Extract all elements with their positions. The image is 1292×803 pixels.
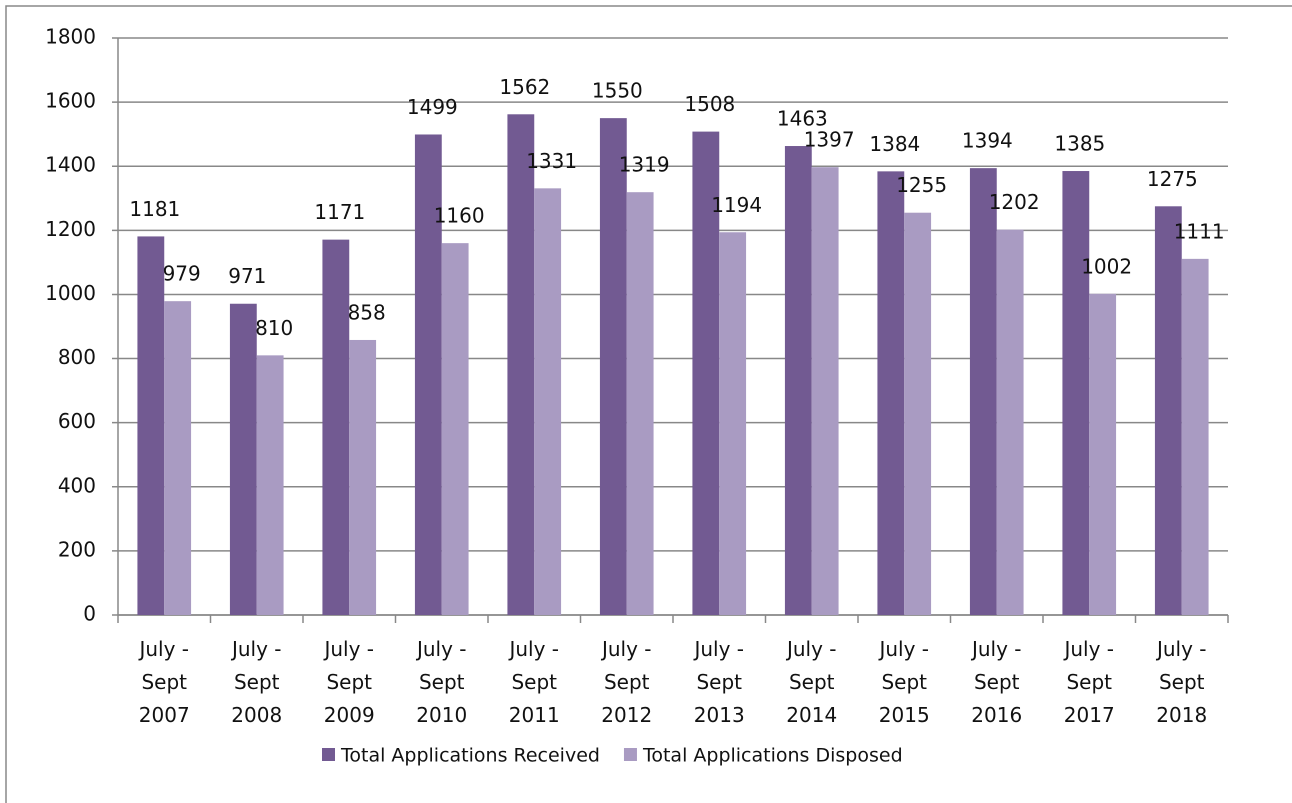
bar xyxy=(1154,206,1182,615)
bar xyxy=(1062,171,1090,615)
data-label: 1508 xyxy=(684,92,735,116)
data-label: 1194 xyxy=(711,193,762,217)
bar xyxy=(996,229,1024,616)
data-label: 1275 xyxy=(1147,167,1198,191)
bar xyxy=(904,212,932,616)
legend-label: Total Applications Received xyxy=(340,745,600,767)
bar xyxy=(784,146,812,615)
legend-swatch xyxy=(322,748,335,761)
bar xyxy=(137,236,165,615)
data-label: 1550 xyxy=(592,79,643,103)
bar xyxy=(599,118,627,615)
bar xyxy=(229,303,257,615)
data-label: 1331 xyxy=(526,149,577,173)
bar xyxy=(256,355,284,615)
data-label: 1499 xyxy=(407,95,458,119)
data-label: 1255 xyxy=(896,173,947,197)
bar xyxy=(414,134,442,615)
legend-label: Total Applications Disposed xyxy=(642,745,903,767)
x-tick-label: July - Sept 2011 xyxy=(508,637,560,727)
y-tick-label: 1400 xyxy=(45,153,96,177)
data-label: 1002 xyxy=(1081,254,1132,278)
data-label: 971 xyxy=(228,264,266,288)
x-tick-label: July - Sept 2018 xyxy=(1156,637,1208,727)
legend-swatch xyxy=(623,748,637,761)
bar xyxy=(322,239,350,615)
data-label: 1160 xyxy=(434,204,485,228)
data-label: 810 xyxy=(255,316,293,340)
x-tick-label: July - Sept 2013 xyxy=(693,637,745,727)
x-tick-label: July - Sept 2016 xyxy=(971,637,1023,727)
data-label: 1562 xyxy=(499,75,550,99)
y-tick-label: 400 xyxy=(58,473,96,497)
x-tick-label: July - Sept 2009 xyxy=(323,637,375,727)
data-label: 1385 xyxy=(1054,132,1105,156)
y-tick-label: 1200 xyxy=(45,217,96,241)
x-tick-label: July - Sept 2012 xyxy=(601,637,653,727)
x-tick-label: July - Sept 2008 xyxy=(231,637,283,727)
bar xyxy=(507,114,535,615)
y-tick-label: 0 xyxy=(83,602,96,626)
bar xyxy=(811,167,839,615)
y-tick-label: 1000 xyxy=(45,281,96,305)
x-tick-label: July - Sept 2014 xyxy=(786,637,838,727)
data-label: 1202 xyxy=(989,190,1040,214)
x-tick-label: July - Sept 2007 xyxy=(138,637,190,727)
x-tick-label: July - Sept 2015 xyxy=(878,637,930,727)
bar xyxy=(969,168,997,615)
bar xyxy=(349,339,377,615)
bar xyxy=(719,232,747,616)
data-label: 1384 xyxy=(869,132,920,156)
bar xyxy=(626,192,654,615)
y-tick-label: 1600 xyxy=(45,89,96,113)
bar xyxy=(1089,293,1117,615)
data-label: 1171 xyxy=(314,200,365,224)
data-label: 1319 xyxy=(619,153,670,177)
bar xyxy=(877,171,905,615)
bar xyxy=(164,301,192,615)
y-tick-label: 600 xyxy=(58,409,96,433)
data-label: 979 xyxy=(163,262,201,286)
bar xyxy=(1181,258,1209,615)
y-tick-label: 800 xyxy=(58,345,96,369)
frame xyxy=(5,5,1292,803)
x-tick-label: July - Sept 2017 xyxy=(1063,637,1115,727)
y-tick-label: 200 xyxy=(58,537,96,561)
data-label: 1111 xyxy=(1174,219,1225,243)
data-label: 1463 xyxy=(777,107,828,131)
y-tick-label: 1800 xyxy=(45,25,96,49)
data-label: 1397 xyxy=(804,128,855,152)
data-label: 1181 xyxy=(129,197,180,221)
data-label: 1394 xyxy=(962,129,1013,153)
bar xyxy=(692,131,720,615)
bar xyxy=(534,188,562,615)
x-tick-label: July - Sept 2010 xyxy=(416,637,468,727)
bar xyxy=(441,243,469,615)
data-label: 858 xyxy=(348,300,386,324)
